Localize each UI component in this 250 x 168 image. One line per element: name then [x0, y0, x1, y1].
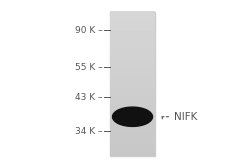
Text: 34 K –: 34 K – — [75, 127, 102, 136]
Text: 43 K –: 43 K – — [75, 93, 102, 102]
Ellipse shape — [112, 107, 152, 127]
Text: 55 K –: 55 K – — [75, 63, 102, 72]
Bar — [110, 12, 155, 156]
Text: 90 K –: 90 K – — [75, 26, 102, 35]
Text: NIFK: NIFK — [174, 112, 197, 122]
